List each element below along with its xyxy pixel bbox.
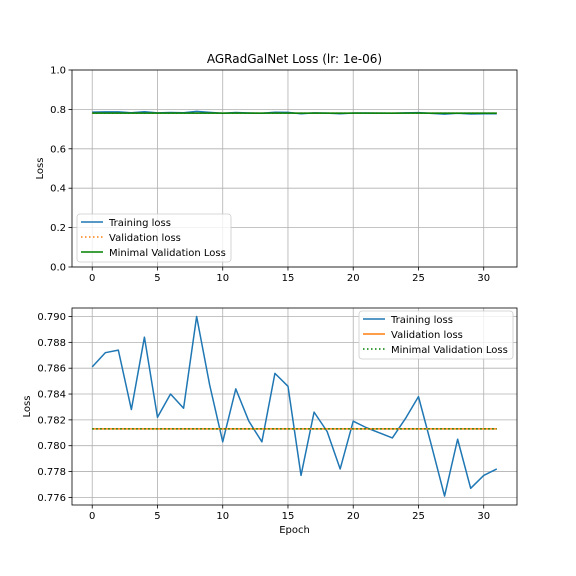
- legend-label-training: Training loss: [108, 218, 171, 229]
- x-tick-label: 20: [347, 273, 360, 284]
- x-axis-label: Epoch: [279, 525, 310, 536]
- y-tick-label: 0.790: [37, 312, 66, 323]
- y-tick-label: 0.776: [37, 493, 66, 504]
- legend: Training loss Validation loss Minimal Va…: [77, 214, 231, 262]
- legend-label-minimal: Minimal Validation Loss: [391, 345, 508, 356]
- x-tick-label: 30: [477, 511, 490, 522]
- x-tick-label: 25: [412, 273, 425, 284]
- legend-label-minimal: Minimal Validation Loss: [109, 248, 226, 259]
- x-tick-label: 30: [477, 273, 490, 284]
- x-tick-label: 10: [216, 273, 229, 284]
- y-tick-label: 0.778: [37, 467, 66, 478]
- y-tick-label: 0.786: [37, 364, 66, 375]
- legend-label-validation: Validation loss: [109, 233, 181, 244]
- y-tick-label: 0.4: [50, 184, 66, 195]
- y-tick-label: 0.784: [37, 390, 66, 401]
- y-tick-label: 0.8: [50, 105, 66, 116]
- x-tick-label: 5: [154, 511, 160, 522]
- y-tick-label: 1.0: [50, 66, 66, 77]
- y-tick-label: 0.2: [50, 223, 66, 234]
- x-tick-label: 0: [89, 273, 95, 284]
- chart-title: AGRadGalNet Loss (lr: 1e-06): [207, 52, 382, 66]
- y-tick-label: 0.788: [37, 338, 66, 349]
- x-tick-label: 20: [347, 511, 360, 522]
- x-tick-label: 10: [216, 511, 229, 522]
- x-tick-label: 25: [412, 511, 425, 522]
- y-tick-label: 0.782: [37, 415, 66, 426]
- y-tick-label: 0.0: [50, 263, 66, 274]
- x-tick-label: 5: [154, 273, 160, 284]
- x-tick-label: 0: [89, 511, 95, 522]
- legend: Training loss Validation loss Minimal Va…: [359, 311, 513, 359]
- y-axis-label: Loss: [35, 158, 46, 180]
- y-axis-label: Loss: [22, 396, 33, 418]
- legend-label-validation: Validation loss: [391, 330, 463, 341]
- y-tick-label: 0.6: [50, 144, 66, 155]
- legend-label-training: Training loss: [390, 315, 453, 326]
- x-tick-label: 15: [282, 511, 295, 522]
- x-tick-label: 15: [282, 273, 295, 284]
- y-tick-label: 0.780: [37, 441, 66, 452]
